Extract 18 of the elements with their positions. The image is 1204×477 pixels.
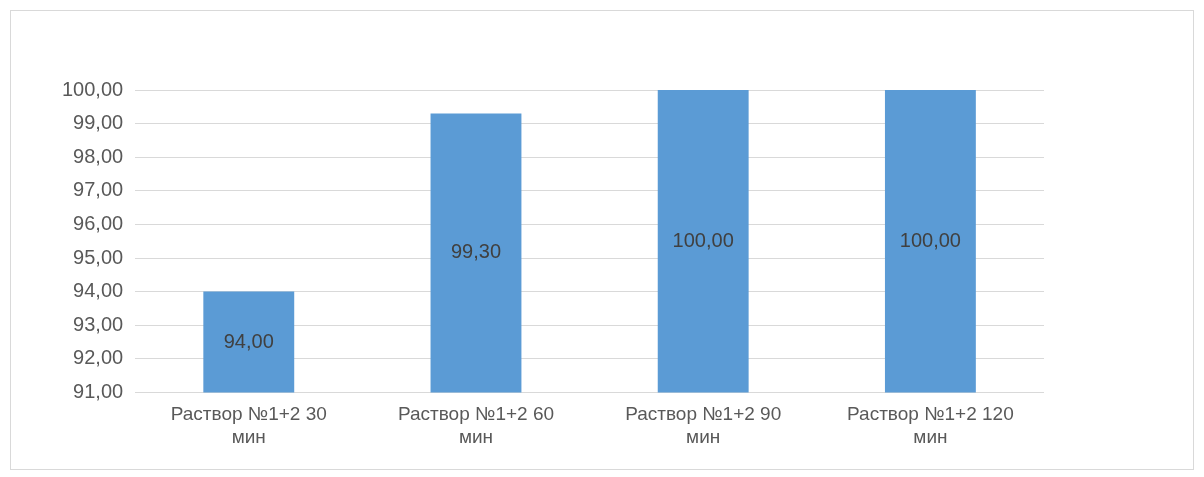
y-tick-label: 100,00 <box>62 77 124 100</box>
y-tick-label: 96,00 <box>73 211 124 234</box>
data-label: 100,00 <box>899 228 961 251</box>
data-label: 99,30 <box>450 240 502 263</box>
y-tick-label: 91,00 <box>73 379 124 402</box>
x-tick-label: Раствор №1+2 90 мин <box>625 403 782 447</box>
data-label: 94,00 <box>223 329 274 352</box>
x-tick-label: Раствор №1+2 30 мин <box>170 403 327 447</box>
y-tick-label: 98,00 <box>73 144 124 167</box>
y-tick-label: 95,00 <box>73 245 124 268</box>
y-tick-label: 94,00 <box>73 279 124 302</box>
y-tick-label: 92,00 <box>73 346 124 369</box>
y-tick-label: 99,00 <box>73 111 124 134</box>
y-tick-label: 97,00 <box>73 178 124 201</box>
y-tick-label: 93,00 <box>73 312 124 335</box>
x-tick-label: Раствор №1+2 60 мин <box>397 403 555 447</box>
x-tick-label: Раствор №1+2 120 мин <box>847 403 1014 447</box>
data-label: 100,00 <box>672 228 734 251</box>
